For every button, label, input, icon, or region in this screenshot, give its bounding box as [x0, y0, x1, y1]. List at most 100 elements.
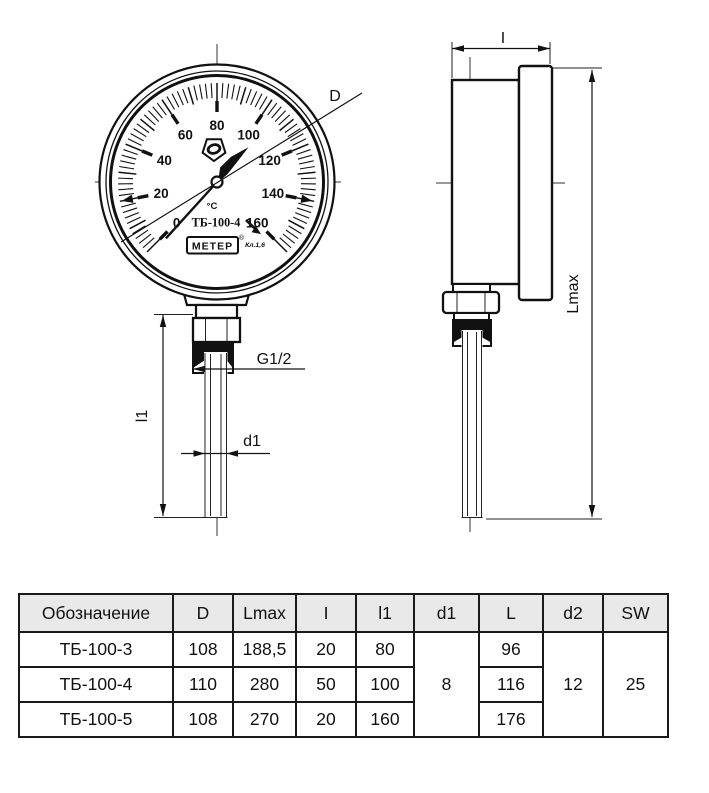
dial-tick — [129, 219, 146, 230]
cell-L: 96 — [478, 631, 544, 668]
thread-dimension: G1/2 — [193, 351, 305, 373]
dial-tick — [166, 96, 175, 110]
cell-I: 50 — [295, 666, 357, 703]
cell-L: 116 — [478, 666, 544, 703]
dial-tick — [259, 96, 268, 110]
diameter-label: D — [329, 88, 341, 105]
col-header-d1: d1 — [413, 593, 480, 633]
needle-blade — [218, 147, 249, 181]
col-header-D: D — [172, 593, 234, 633]
dial-scale-number: 140 — [262, 186, 285, 201]
dial-scale-number: 40 — [157, 153, 172, 168]
dial-tick — [152, 106, 163, 119]
dial-tick — [171, 93, 180, 108]
dial-tick — [298, 160, 314, 165]
dial-tick — [161, 99, 173, 116]
cell-D: 110 — [172, 666, 234, 703]
range-marker — [300, 194, 313, 203]
thread-chamfer — [193, 353, 205, 368]
dial-tick — [267, 102, 278, 116]
dial-tick — [279, 118, 295, 132]
dial-major-tick — [141, 149, 153, 157]
dial-scale-number: 120 — [258, 153, 281, 168]
dial-tick — [146, 238, 161, 253]
cell-I: 20 — [295, 631, 357, 668]
dial-tick — [226, 83, 230, 99]
dial-tick — [133, 128, 147, 138]
dial-scale-number: 80 — [209, 118, 224, 133]
dial-tick — [287, 128, 301, 138]
dial-tick — [254, 93, 263, 108]
dial-tick — [139, 118, 155, 132]
hex-nut-side — [441, 290, 501, 315]
dial-tick — [156, 102, 167, 116]
cell-Lmax: 270 — [232, 701, 297, 738]
dial-tick — [261, 99, 273, 116]
dial-tick — [118, 177, 134, 180]
dial-tick — [210, 83, 213, 99]
dial-tick — [127, 138, 142, 146]
dial-tick — [120, 160, 136, 165]
dial-tick — [271, 106, 282, 119]
collar-neck — [194, 303, 239, 320]
case-depth-dimension: I — [451, 30, 551, 78]
cell-SW-merged: 25 — [602, 631, 669, 738]
dial-tick — [239, 87, 247, 105]
side-view: I Lmax — [436, 30, 602, 532]
col-header-SW: SW — [602, 593, 669, 633]
cell-d1-merged: 8 — [413, 631, 480, 738]
dial-tick — [135, 229, 149, 240]
stem-front — [204, 352, 228, 518]
dial-tick — [122, 207, 138, 214]
dial-tick — [142, 237, 155, 249]
dial-tick — [290, 133, 304, 142]
col-header-L: L — [478, 593, 544, 633]
stem-length-label: l1 — [134, 410, 151, 423]
stem-length-dimension: l1 — [134, 314, 226, 518]
dial-tick — [250, 91, 258, 106]
table-row: ТБ-100-5 108 270 20 160 176 — [18, 701, 668, 738]
dial-tick — [138, 233, 152, 244]
dial-tick — [284, 123, 298, 134]
hex-nut-front — [191, 316, 242, 344]
dial-tick — [278, 114, 291, 126]
thread-chamfer — [481, 331, 491, 343]
dial-tick — [298, 202, 313, 208]
dial-tick — [124, 212, 139, 219]
dial-tick — [132, 225, 146, 235]
brand-logo-box — [186, 236, 239, 255]
dial-unit-label: °C — [207, 201, 218, 212]
col-header-d2: d2 — [542, 593, 604, 633]
dial-tick — [176, 91, 184, 106]
case-depth-label: I — [501, 30, 505, 47]
cell-model: ТБ-100-3 — [18, 631, 174, 668]
dial-tick — [300, 192, 316, 197]
dial-tick — [119, 165, 135, 170]
neck-lower-side — [453, 312, 490, 321]
dial-tick — [187, 87, 195, 105]
cell-Lmax: 280 — [232, 666, 297, 703]
cell-D: 108 — [172, 631, 234, 668]
dial-tick — [282, 233, 296, 244]
scale-end-arrow — [245, 219, 261, 234]
dial-major-tick — [281, 149, 293, 157]
dial-scale-number: 60 — [178, 128, 193, 143]
dial-tick — [182, 88, 189, 104]
dial-tick — [300, 188, 316, 191]
dial-model-label: ТБ-100-4 — [192, 216, 241, 230]
range-marker — [121, 194, 134, 203]
dial-tick — [118, 171, 137, 175]
stem-side — [461, 330, 483, 518]
cell-model: ТБ-100-4 — [18, 666, 174, 703]
cell-Lmax: 188,5 — [232, 631, 297, 668]
table-row: ТБ-100-4 110 280 50 100 116 — [18, 666, 668, 703]
dial-range-markers — [121, 194, 313, 203]
dial-major-tick — [158, 230, 169, 241]
dial-tick — [236, 85, 241, 101]
dial-tick — [125, 143, 143, 152]
dial-tick — [299, 165, 315, 170]
dial-major-tick — [254, 113, 264, 125]
registered-mark: ® — [239, 234, 245, 242]
